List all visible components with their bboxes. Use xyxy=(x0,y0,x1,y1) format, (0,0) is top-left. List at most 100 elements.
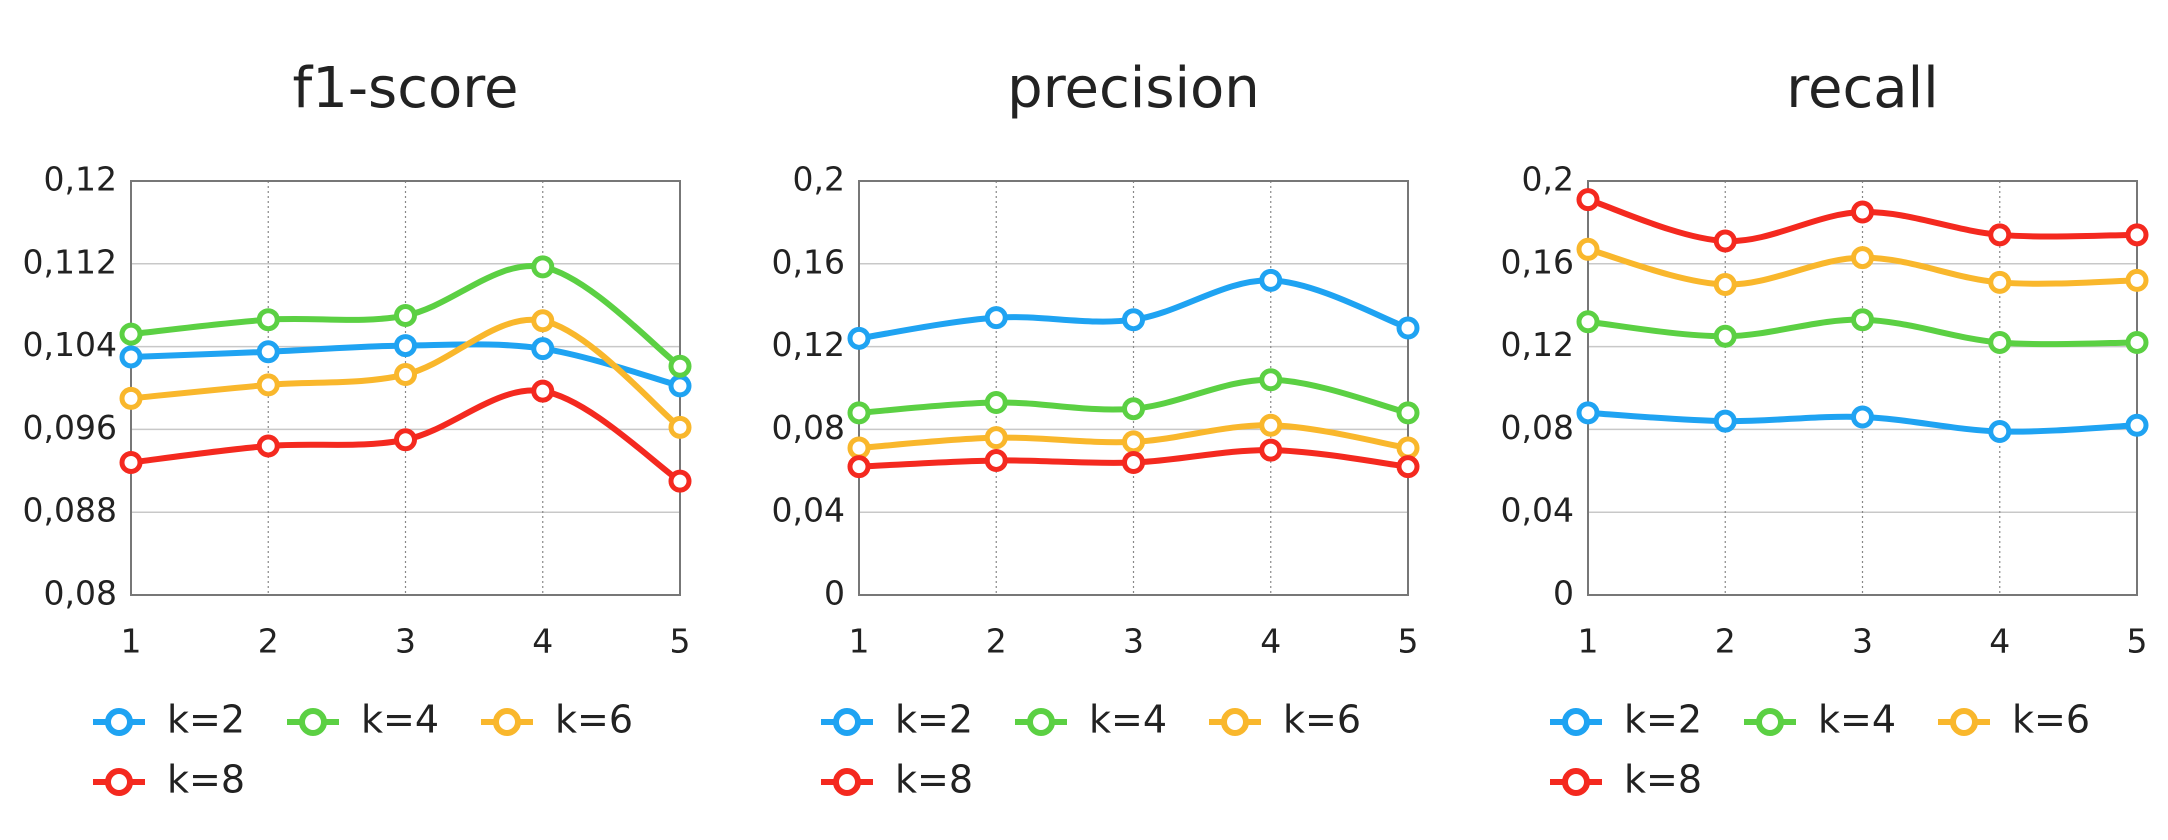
point xyxy=(1122,397,1145,421)
point xyxy=(1851,246,1874,270)
y-tick-label: 0,16 xyxy=(772,242,845,281)
point xyxy=(1259,438,1283,462)
legend-label: k=6 xyxy=(555,698,633,742)
point xyxy=(1713,273,1737,296)
point xyxy=(1576,237,1600,261)
legend-marker xyxy=(1562,708,1590,736)
legend-marker xyxy=(1221,708,1249,736)
legend-marker xyxy=(105,768,133,796)
y-tick-label: 0 xyxy=(824,574,845,613)
point xyxy=(394,363,417,387)
point xyxy=(847,326,871,350)
point xyxy=(1576,188,1600,212)
y-tick-label: 0,08 xyxy=(772,408,845,447)
y-tick-label: 0 xyxy=(1553,574,1574,613)
point xyxy=(1122,430,1145,454)
plot-frame xyxy=(1587,180,2138,596)
point xyxy=(119,322,143,346)
legend-marker xyxy=(833,708,861,736)
legend-marker xyxy=(1562,768,1590,796)
point xyxy=(2125,223,2149,247)
x-tick-label: 1 xyxy=(849,622,870,661)
point xyxy=(1988,270,2012,294)
legend-label: k=4 xyxy=(361,698,439,742)
x-tick-label: 3 xyxy=(395,622,416,661)
x-tick-label: 1 xyxy=(121,622,142,661)
legend-marker xyxy=(833,768,861,796)
point xyxy=(1851,405,1874,429)
legend-marker xyxy=(105,708,133,736)
legend-marker xyxy=(493,708,521,736)
point xyxy=(256,308,280,332)
chart-title: recall xyxy=(1786,56,1938,121)
point xyxy=(256,340,280,364)
legend-label: k=2 xyxy=(895,698,973,742)
point xyxy=(1713,324,1737,348)
point xyxy=(668,354,692,378)
legend-marker xyxy=(1950,708,1978,736)
point xyxy=(1396,436,1420,460)
point xyxy=(531,255,555,279)
point xyxy=(256,373,280,397)
point xyxy=(2125,413,2149,437)
y-tick-label: 0,16 xyxy=(1501,242,1574,281)
point xyxy=(394,304,417,328)
x-tick-label: 4 xyxy=(1989,622,2010,661)
plot-frame xyxy=(858,180,1409,596)
point xyxy=(1988,330,2012,354)
y-tick-label: 0,2 xyxy=(793,160,845,199)
point xyxy=(1851,200,1874,224)
legend-marker xyxy=(1027,708,1055,736)
point xyxy=(394,428,417,452)
x-tick-label: 5 xyxy=(1398,622,1419,661)
point xyxy=(668,374,692,398)
point xyxy=(256,434,280,458)
point xyxy=(984,306,1008,330)
y-tick-label: 0,104 xyxy=(23,325,117,364)
point xyxy=(1259,413,1283,437)
point xyxy=(1396,401,1420,425)
x-tick-label: 3 xyxy=(1123,622,1144,661)
point xyxy=(119,451,143,475)
y-tick-label: 0,08 xyxy=(44,574,117,613)
legend-label: k=2 xyxy=(167,698,245,742)
x-tick-label: 2 xyxy=(258,622,279,661)
y-tick-label: 0,08 xyxy=(1501,408,1574,447)
point xyxy=(847,401,871,425)
point xyxy=(119,386,143,410)
y-tick-label: 0,12 xyxy=(772,325,845,364)
y-tick-label: 0,12 xyxy=(44,160,117,199)
y-tick-label: 0,112 xyxy=(23,242,117,281)
x-tick-label: 1 xyxy=(1578,622,1599,661)
y-tick-label: 0,12 xyxy=(1501,325,1574,364)
point xyxy=(1988,419,2012,443)
point xyxy=(531,379,555,403)
x-tick-label: 4 xyxy=(1260,622,1281,661)
point xyxy=(984,390,1008,414)
point xyxy=(1259,268,1283,292)
chart-title: precision xyxy=(1007,56,1260,121)
point xyxy=(1713,409,1737,433)
point xyxy=(2125,330,2149,354)
y-tick-label: 0,088 xyxy=(23,491,117,530)
x-tick-label: 3 xyxy=(1852,622,1873,661)
legend-label: k=8 xyxy=(1624,758,1702,802)
legend-label: k=2 xyxy=(1624,698,1702,742)
point xyxy=(1396,316,1420,340)
point xyxy=(1259,368,1283,392)
legend-label: k=6 xyxy=(2012,698,2090,742)
point xyxy=(668,469,692,493)
point xyxy=(394,334,417,358)
legend-marker xyxy=(1756,708,1784,736)
point xyxy=(1713,229,1737,253)
y-tick-label: 0,096 xyxy=(23,408,117,447)
point xyxy=(1988,223,2012,247)
point xyxy=(1851,308,1874,332)
y-tick-label: 0,04 xyxy=(1501,491,1574,530)
chart-title: f1-score xyxy=(292,56,518,121)
legend-label: k=8 xyxy=(167,758,245,802)
y-tick-label: 0,04 xyxy=(772,491,845,530)
point xyxy=(1576,401,1600,425)
point xyxy=(531,337,555,361)
point xyxy=(119,345,143,369)
